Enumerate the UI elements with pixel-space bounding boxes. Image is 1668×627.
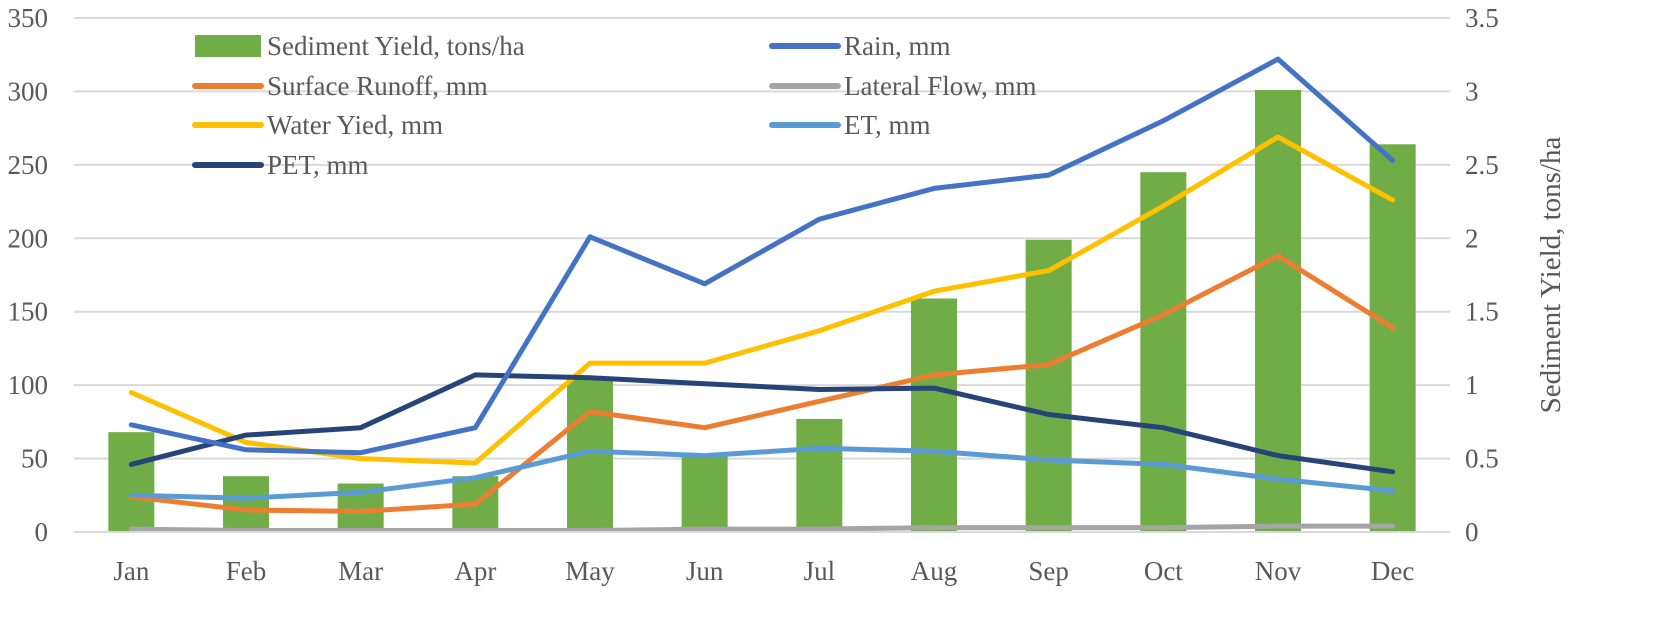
x-tick-label-sep: Sep <box>1028 556 1069 586</box>
y-right-tick-label: 2 <box>1465 223 1479 253</box>
series-line-et-mm <box>128 445 1396 501</box>
x-tick-label-jul: Jul <box>804 556 836 586</box>
y-right-tick-label: 0.5 <box>1465 444 1499 474</box>
bar-feb <box>223 476 269 532</box>
y-right-tick-label: 1.5 <box>1465 297 1499 327</box>
series-line-pet-mm <box>128 372 1396 475</box>
y-right-axis-title: Sediment Yield, tons/ha <box>1535 136 1567 413</box>
y-left-tick-label: 150 <box>8 297 49 327</box>
legend-entry-lateral-flow-mm: Lateral Flow, mm <box>769 71 1036 101</box>
bar-aug <box>911 298 957 532</box>
x-tick-label-jun: Jun <box>686 556 724 586</box>
bar-sep <box>1025 239 1072 533</box>
x-tick-label-feb: Feb <box>226 556 267 586</box>
series-line-lateral-flow-mm <box>128 523 1396 533</box>
y-left-tick-label: 300 <box>8 76 49 106</box>
legend-label: Sediment Yield, tons/ha <box>267 31 525 61</box>
series-line-water-yied-mm <box>128 134 1396 466</box>
y-right-tick-label: 1 <box>1465 370 1479 400</box>
y-left-tick-label: 250 <box>8 150 49 180</box>
x-tick-label-aug: Aug <box>911 556 958 586</box>
legend-label: Water Yied, mm <box>267 110 443 140</box>
x-tick-label-may: May <box>565 556 615 586</box>
line-series-group <box>128 56 1396 533</box>
x-tick-label-dec: Dec <box>1371 556 1414 586</box>
x-tick-label-oct: Oct <box>1144 556 1183 586</box>
legend-label: ET, mm <box>844 110 930 140</box>
legend-entry-sediment-yield-tons-ha: Sediment Yield, tons/ha <box>195 31 525 61</box>
y-left-tick-label: 50 <box>21 444 48 474</box>
legend-label: Lateral Flow, mm <box>844 71 1036 101</box>
legend-entry-pet-mm: PET, mm <box>192 150 369 180</box>
legend-swatch <box>195 35 261 57</box>
legend-entry-rain-mm: Rain, mm <box>769 31 951 61</box>
bar-jan <box>108 432 155 532</box>
x-tick-label-apr: Apr <box>454 556 496 586</box>
bar-nov <box>1255 89 1301 533</box>
x-tick-label-nov: Nov <box>1255 556 1302 586</box>
y-left-tick-label: 100 <box>8 370 49 400</box>
x-tick-label-jan: Jan <box>113 556 149 586</box>
y-right-tick-label: 2.5 <box>1465 150 1499 180</box>
y-right-tick-label: 3.5 <box>1465 3 1499 33</box>
legend: Sediment Yield, tons/ha Rain, mm Surface R… <box>192 31 1036 180</box>
legend-label: Rain, mm <box>844 31 951 61</box>
y-right-tick-label: 0 <box>1465 517 1479 547</box>
legend-entry-surface-runoff-mm: Surface Runoff, mm <box>192 71 488 101</box>
y-left-tick-label: 350 <box>8 3 49 33</box>
x-tick-label-mar: Mar <box>338 556 383 586</box>
legend-label: Surface Runoff, mm <box>267 71 488 101</box>
y-right-tick-label: 3 <box>1465 76 1479 106</box>
y-left-tick-label: 200 <box>8 223 49 253</box>
legend-entry-water-yied-mm: Water Yied, mm <box>192 110 443 140</box>
series-line-rain-mm <box>128 56 1396 456</box>
bar-jun <box>681 455 728 532</box>
legend-entry-et-mm: ET, mm <box>769 110 930 140</box>
legend-label: PET, mm <box>267 150 369 180</box>
y-left-tick-label: 0 <box>35 517 49 547</box>
series-line-surface-runoff-mm <box>128 253 1396 514</box>
bar-jul <box>796 418 843 532</box>
axes: 0 50 100 150 200 250 300 350 0 0.5 1 1.5 2 2.5 3 3.5 Jan… <box>8 3 1568 586</box>
bar-oct <box>1140 172 1187 532</box>
